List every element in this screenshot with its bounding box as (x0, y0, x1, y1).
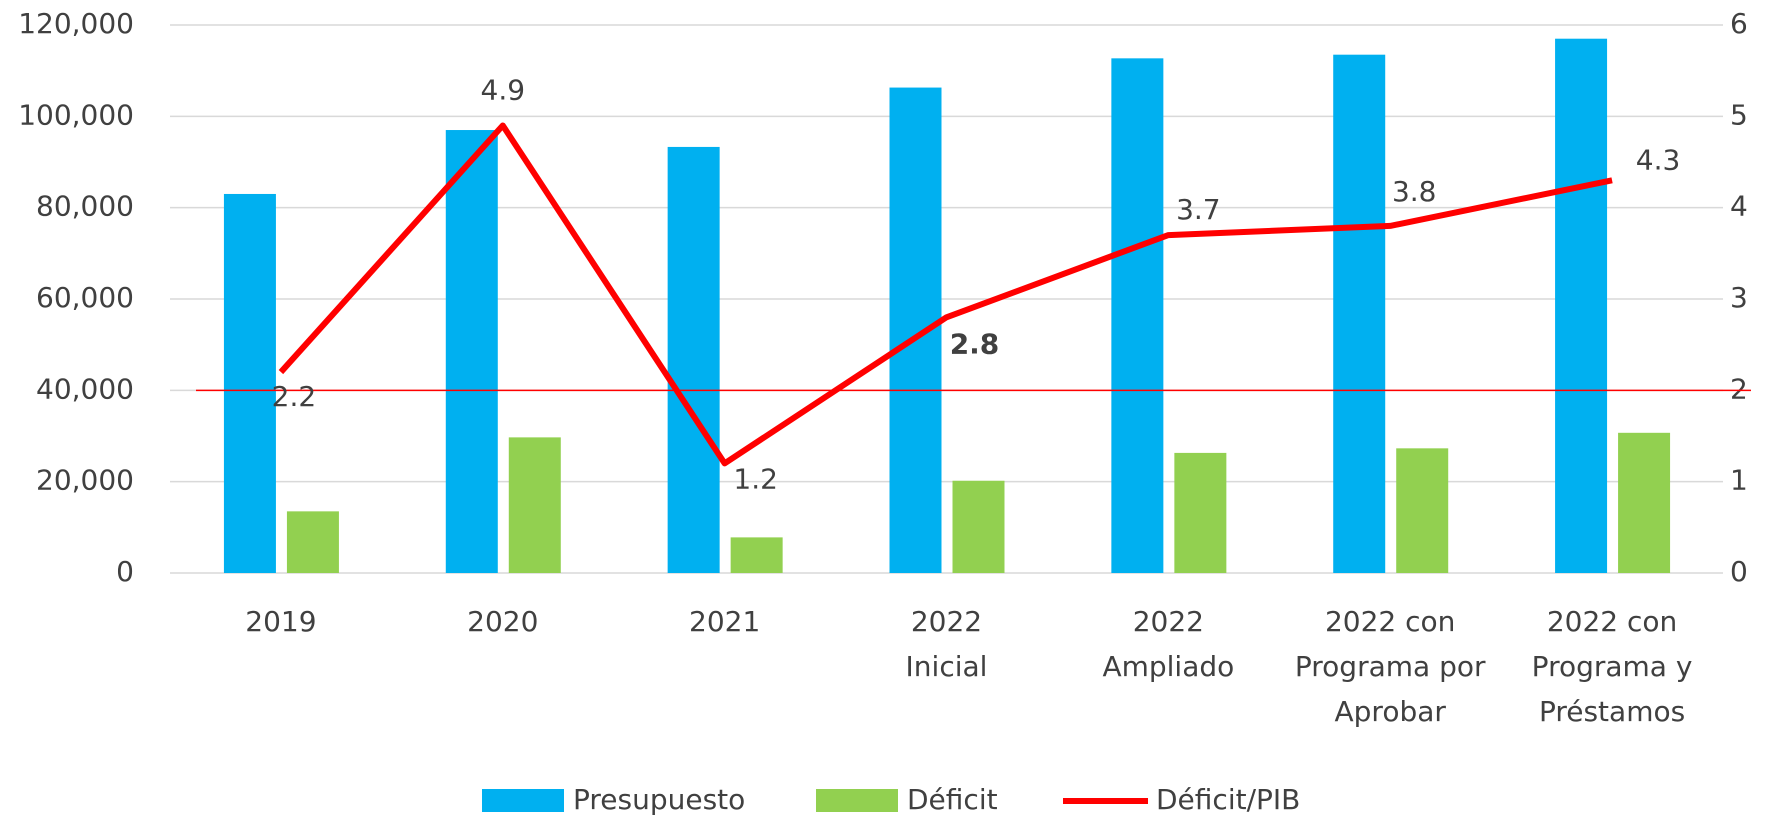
y2-tick-label: 6 (1730, 7, 1748, 40)
y-tick-label: 120,000 (18, 7, 134, 40)
bar (1333, 54, 1386, 573)
data-label: 2.8 (950, 327, 1000, 360)
x-tick-label: 2019 (245, 605, 316, 638)
data-label: 2.2 (272, 380, 317, 413)
bar (952, 480, 1005, 573)
bar (508, 437, 561, 573)
bar (889, 87, 942, 574)
x-tick-label: 2022 Inicial (906, 605, 988, 683)
data-label: 4.9 (481, 73, 526, 106)
data-label: 3.7 (1176, 193, 1221, 226)
bar (1174, 452, 1227, 573)
bar (1111, 58, 1164, 573)
legend-marker (482, 789, 564, 812)
bar (286, 511, 339, 573)
y-tick-label: 40,000 (36, 372, 134, 405)
y2-tick-label: 0 (1730, 555, 1748, 588)
y-tick-label: 20,000 (36, 464, 134, 497)
y2-tick-label: 1 (1730, 464, 1748, 497)
legend-label: Déficit/PIB (1156, 783, 1300, 816)
data-label: 1.2 (733, 462, 778, 495)
y2-tick-label: 4 (1730, 190, 1748, 223)
bar (1618, 432, 1671, 573)
x-tick-label: 2022 con Programa y Préstamos (1532, 605, 1693, 728)
x-tick-label: 2020 (467, 605, 538, 638)
y-tick-label: 100,000 (18, 98, 134, 131)
y-tick-label: 60,000 (36, 281, 134, 314)
bar (1396, 448, 1449, 573)
data-label: 3.8 (1392, 175, 1437, 208)
bar (730, 537, 783, 573)
y2-tick-label: 2 (1730, 372, 1748, 405)
y-tick-label: 0 (116, 555, 134, 588)
legend-label: Déficit (907, 783, 998, 816)
x-tick-label: 2022 Ampliado (1102, 605, 1234, 683)
bar (223, 193, 276, 573)
bar (445, 130, 498, 574)
data-label: 4.3 (1636, 143, 1681, 176)
x-tick-label: 2021 (689, 605, 760, 638)
x-tick-label: 2022 con Programa por Aprobar (1295, 605, 1486, 728)
y2-tick-label: 3 (1730, 281, 1748, 314)
y2-tick-label: 5 (1730, 98, 1748, 131)
line (278, 122, 1613, 467)
y-tick-label: 80,000 (36, 190, 134, 223)
bar (667, 146, 720, 573)
legend-marker (816, 789, 898, 812)
legend-label: Presupuesto (573, 783, 745, 816)
bar (1555, 38, 1608, 573)
